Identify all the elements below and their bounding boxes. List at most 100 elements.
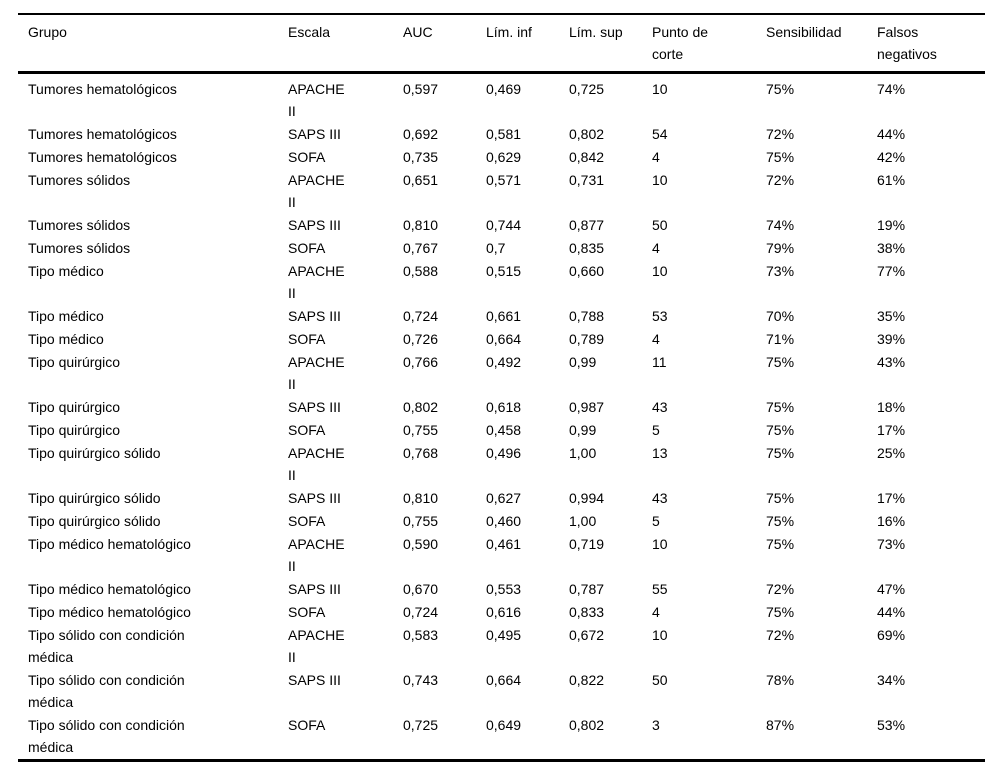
table-row: Tumores sólidos SAPS III 0,810 0,744 0,877 50… (18, 214, 985, 237)
cell-value: 0,627 (486, 490, 522, 506)
cell-sensibilidad: 75% (766, 73, 877, 124)
cell-auc: 0,583 (403, 624, 486, 669)
cell-value: 0,492 (486, 354, 522, 370)
cell-sensibilidad: 75% (766, 442, 877, 487)
cell-sensibilidad: 75% (766, 419, 877, 442)
cell-value: SOFA (288, 513, 326, 529)
cell-lim-inf: 0,495 (486, 624, 569, 669)
cell-value: 11 (652, 354, 667, 370)
cell-escala: SOFA (288, 146, 403, 169)
cell-auc: 0,743 (403, 669, 486, 714)
cell-auc: 0,651 (403, 169, 486, 214)
cell-grupo: Tipo sólido con condición médica (18, 669, 288, 714)
cell-grupo: Tumores hematológicos (18, 146, 288, 169)
cell-escala: SOFA (288, 419, 403, 442)
cell-value: 1,00 (569, 445, 597, 461)
cell-sensibilidad: 78% (766, 669, 877, 714)
cell-falsos-negativos: 61% (877, 169, 985, 214)
cell-value: 75% (766, 81, 795, 97)
cell-value: APACHE II (288, 627, 345, 665)
cell-lim-inf: 0,496 (486, 442, 569, 487)
table-row: Tipo quirúrgico APACHE II 0,766 0,492 0,99 11… (18, 351, 985, 396)
cell-value: 0,724 (403, 604, 439, 620)
table-header: Grupo Escala AUC Lím. inf Lím. sup Punto… (18, 14, 985, 74)
table-row: Tipo médico SAPS III 0,724 0,661 0,788 53 70% 3… (18, 305, 985, 328)
cell-value: Tipo sólido con condición médica (28, 627, 185, 665)
table-row: Tipo médico SOFA 0,726 0,664 0,789 4 71% 39% (18, 328, 985, 351)
cell-value: 0,822 (569, 672, 605, 688)
cell-value: SAPS III (288, 672, 341, 688)
cell-lim-inf: 0,661 (486, 305, 569, 328)
cell-grupo: Tumores sólidos (18, 237, 288, 260)
cell-value: SAPS III (288, 581, 341, 597)
cell-lim-inf: 0,581 (486, 123, 569, 146)
cell-value: 0,616 (486, 604, 522, 620)
cell-value: 0,651 (403, 172, 439, 188)
cell-falsos-negativos: 42% (877, 146, 985, 169)
cell-value: Tipo quirúrgico sólido (28, 445, 161, 461)
cell-falsos-negativos: 43% (877, 351, 985, 396)
cell-value: 0,469 (486, 81, 522, 97)
cell-value: Tipo quirúrgico sólido (28, 490, 161, 506)
cell-auc: 0,597 (403, 73, 486, 124)
cell-value: 53% (877, 717, 906, 733)
cell-value: 44% (877, 604, 906, 620)
cell-auc: 0,810 (403, 487, 486, 510)
cell-grupo: Tipo médico hematológico (18, 578, 288, 601)
table-row: Tumores sólidos APACHE II 0,651 0,571 0,731 1… (18, 169, 985, 214)
cell-escala: SAPS III (288, 214, 403, 237)
cell-escala: SAPS III (288, 396, 403, 419)
column-header-falsos-negativos: Falsos negativos (877, 14, 985, 74)
cell-value: Tipo sólido con condición médica (28, 672, 185, 710)
cell-sensibilidad: 75% (766, 351, 877, 396)
cell-lim-sup: 0,802 (569, 714, 652, 761)
header-row: Grupo Escala AUC Lím. inf Lím. sup Punto… (18, 14, 985, 74)
cell-grupo: Tipo médico (18, 328, 288, 351)
cell-value: Tipo quirúrgico (28, 354, 121, 370)
cell-value: 25% (877, 445, 906, 461)
cell-punto-de-corte: 10 (652, 260, 766, 305)
cell-value: APACHE II (288, 263, 345, 301)
cell-lim-inf: 0,664 (486, 328, 569, 351)
cell-value: 75% (766, 513, 795, 529)
cell-falsos-negativos: 47% (877, 578, 985, 601)
cell-auc: 0,724 (403, 601, 486, 624)
cell-value: 74% (877, 81, 906, 97)
cell-value: 0,802 (403, 399, 439, 415)
cell-punto-de-corte: 4 (652, 328, 766, 351)
cell-value: 43% (877, 354, 906, 370)
cell-falsos-negativos: 18% (877, 396, 985, 419)
cell-escala: APACHE II (288, 73, 403, 124)
cell-value: Tumores hematológicos (28, 81, 177, 97)
cell-grupo: Tumores sólidos (18, 169, 288, 214)
cell-value: 4 (652, 149, 660, 165)
cell-value: SAPS III (288, 490, 341, 506)
column-header-label: Lím. inf (486, 24, 532, 40)
cell-value: 0,987 (569, 399, 605, 415)
cell-punto-de-corte: 10 (652, 533, 766, 578)
cell-value: 0,726 (403, 331, 439, 347)
table-row: Tipo quirúrgico sólido SOFA 0,755 0,460 1,00… (18, 510, 985, 533)
table-row: Tipo quirúrgico SAPS III 0,802 0,618 0,987 43… (18, 396, 985, 419)
cell-value: 4 (652, 331, 660, 347)
cell-value: 0,597 (403, 81, 439, 97)
cell-lim-inf: 0,627 (486, 487, 569, 510)
cell-grupo: Tipo sólido con condición médica (18, 624, 288, 669)
cell-value: 3 (652, 717, 660, 733)
cell-auc: 0,802 (403, 396, 486, 419)
table-row: Tumores hematológicos APACHE II 0,597 0,469… (18, 73, 985, 124)
cell-value: 0,724 (403, 308, 439, 324)
table-row: Tumores hematológicos SOFA 0,735 0,629 0,842… (18, 146, 985, 169)
cell-punto-de-corte: 50 (652, 214, 766, 237)
cell-lim-inf: 0,616 (486, 601, 569, 624)
cell-falsos-negativos: 39% (877, 328, 985, 351)
cell-punto-de-corte: 53 (652, 305, 766, 328)
cell-auc: 0,590 (403, 533, 486, 578)
cell-grupo: Tipo quirúrgico sólido (18, 487, 288, 510)
column-header-label: Sensibilidad (766, 24, 842, 40)
cell-falsos-negativos: 17% (877, 487, 985, 510)
cell-value: 10 (652, 81, 668, 97)
cell-value: 5 (652, 513, 660, 529)
cell-value: 34% (877, 672, 906, 688)
cell-value: 0,583 (403, 627, 439, 643)
